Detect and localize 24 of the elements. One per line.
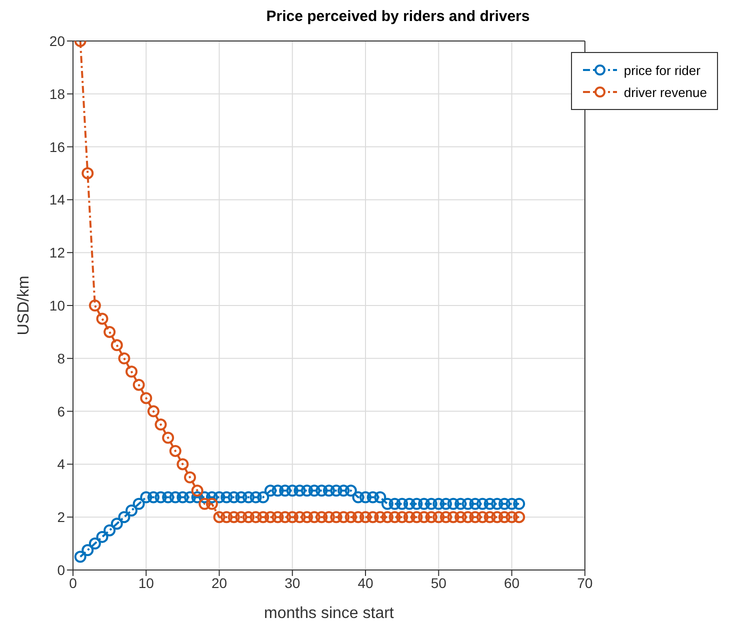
y-tick-label: 20 (49, 32, 66, 49)
y-tick-label: 4 (57, 456, 66, 472)
y-tick-label: 0 (57, 562, 66, 578)
x-axis-title: months since start (264, 605, 394, 622)
x-tick-label: 10 (138, 574, 154, 591)
y-tick-label: 10 (49, 297, 66, 314)
y-tick-label: 2 (57, 509, 66, 526)
x-tick-label: 30 (284, 574, 300, 591)
legend-label: driver revenue (624, 84, 707, 100)
y-tick-label: 12 (49, 244, 66, 261)
x-tick-label: 60 (504, 574, 520, 591)
legend-label: price for rider (624, 62, 700, 78)
y-axis-title: USD/km (16, 276, 33, 336)
x-tick-label: 40 (358, 574, 374, 591)
x-tick-label: 50 (430, 574, 447, 591)
y-tick-label: 18 (49, 86, 66, 102)
chart-title: Price perceived by riders and drivers (265, 8, 531, 27)
x-tick-label: 20 (211, 574, 228, 591)
y-tick-label: 6 (57, 403, 66, 420)
y-tick-label: 14 (49, 192, 66, 208)
x-tick-label: 70 (577, 574, 593, 591)
x-tick-label: 0 (69, 574, 78, 591)
y-tick-label: 16 (49, 138, 66, 155)
y-tick-label: 8 (57, 350, 66, 366)
